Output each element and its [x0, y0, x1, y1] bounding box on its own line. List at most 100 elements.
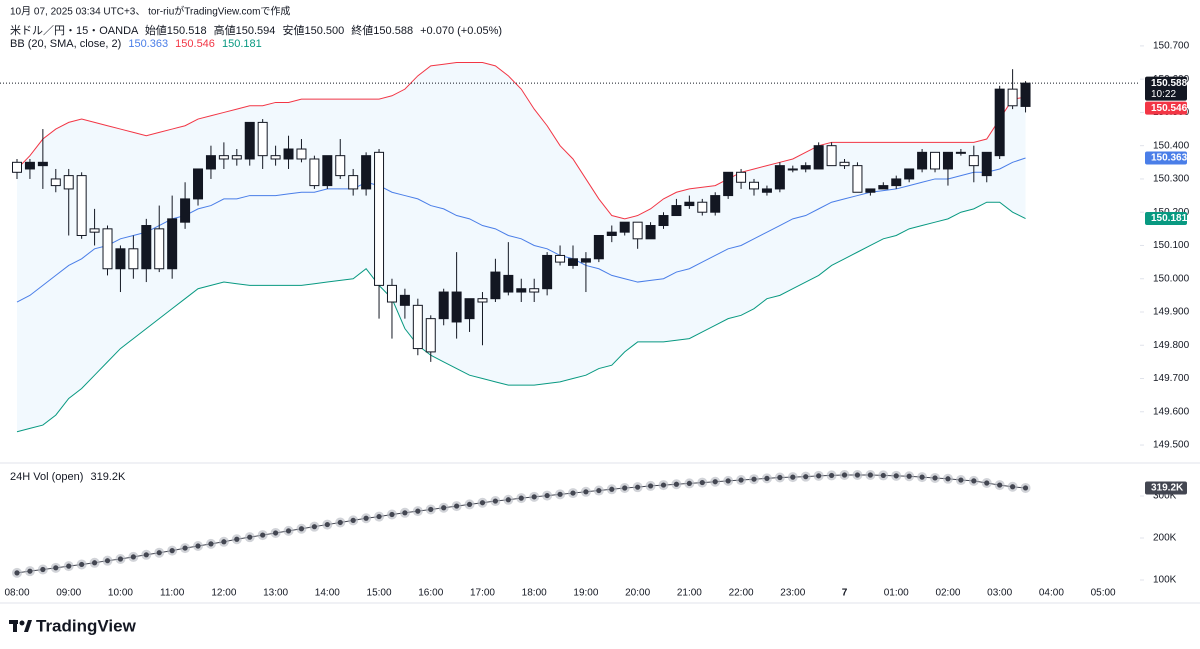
x-tick-label: 18:00	[522, 588, 547, 599]
candle-body	[244, 121, 255, 160]
x-tick-label: 21:00	[677, 588, 702, 599]
x-tick-label: 12:00	[211, 588, 236, 599]
x-tick-label: 01:00	[884, 588, 909, 599]
candle-body	[425, 318, 436, 353]
y-tick-label: 149.700	[1153, 373, 1190, 384]
candle-body	[800, 165, 811, 170]
candle-body	[580, 258, 591, 263]
volume-dot	[169, 548, 175, 554]
volume-dot	[1022, 485, 1029, 491]
candle-body	[787, 168, 798, 171]
x-tick-label: 19:00	[573, 588, 598, 599]
candle-body	[645, 225, 656, 240]
change-legend: +0.070 (+0.05%)	[420, 25, 502, 37]
volume-dot	[466, 501, 473, 508]
candle-body	[839, 161, 850, 167]
candle-body	[930, 151, 941, 170]
candle-body	[723, 171, 734, 197]
volume-dot	[324, 521, 330, 528]
price-box-label: 150.363	[1151, 153, 1188, 164]
candle-body	[555, 254, 566, 263]
candle-body	[865, 188, 876, 193]
candle-body	[981, 151, 992, 177]
x-tick-label: 04:00	[1039, 588, 1064, 599]
upper-value: 150.546	[175, 38, 215, 50]
candle-body	[878, 185, 889, 190]
candle-body	[335, 155, 346, 177]
candle-body	[399, 294, 410, 306]
volume-dot	[104, 558, 111, 564]
candle-body	[774, 165, 785, 190]
volume-dot	[415, 508, 421, 514]
volume-dot	[260, 532, 266, 538]
x-tick-label: 7	[842, 588, 848, 599]
candle-body	[593, 234, 604, 260]
brand: TradingView	[36, 616, 137, 635]
volume-dot	[725, 478, 731, 484]
band-line	[16, 62, 1026, 220]
candle-body	[697, 201, 708, 213]
candle-body	[348, 175, 359, 190]
price-box	[1145, 101, 1187, 115]
x-tick-label: 22:00	[729, 588, 754, 599]
candle-body	[102, 228, 113, 270]
candle-body	[994, 88, 1005, 157]
volume-dot	[273, 530, 279, 536]
candle-body	[503, 274, 514, 293]
volume-dot	[673, 481, 680, 487]
volume-dot	[376, 513, 382, 520]
volume-dot	[583, 489, 589, 495]
volume-dot	[712, 479, 718, 485]
candle-body	[141, 225, 152, 270]
volume-dot	[208, 541, 214, 547]
candle-body	[193, 168, 204, 200]
x-tick-label: 23:00	[780, 588, 805, 599]
volume-dot	[816, 473, 822, 479]
volume-dot	[686, 480, 692, 487]
candle-body	[283, 148, 294, 160]
x-tick-label: 10:00	[108, 588, 133, 599]
volume-dot	[27, 568, 33, 574]
x-tick-label: 03:00	[987, 588, 1012, 599]
volume-dot	[609, 486, 615, 492]
candle-body	[361, 155, 372, 190]
volume-dot	[570, 490, 576, 496]
candle-body	[296, 148, 307, 160]
volume-title: 24H Vol (open)	[10, 471, 83, 483]
volume-dot	[337, 519, 343, 526]
volume-dot	[402, 510, 408, 516]
candle-body	[942, 151, 953, 170]
x-tick-label: 09:00	[56, 588, 81, 599]
candle-body	[24, 161, 35, 170]
volume-dot	[363, 515, 369, 521]
volume-dot	[454, 503, 460, 509]
candle-body	[632, 221, 643, 240]
candle-body	[567, 258, 578, 266]
volume-dot	[79, 561, 85, 568]
volume-dot	[751, 476, 757, 482]
candle-body	[477, 298, 488, 303]
volume-dot	[91, 560, 98, 566]
volume-dot	[350, 517, 356, 523]
volume-dot	[389, 511, 395, 518]
volume-dot	[441, 505, 447, 511]
high-legend: 高値150.594	[214, 23, 276, 37]
candle-body	[671, 205, 682, 217]
candle-body	[749, 181, 760, 190]
candle-body	[76, 175, 87, 236]
countdown: 10:22	[1151, 89, 1176, 100]
volume-legend: 24H Vol (open) 319.2K	[10, 471, 126, 483]
candle-body	[231, 155, 242, 160]
candle-body	[180, 198, 191, 223]
candle-body	[658, 215, 669, 227]
volume-dot	[635, 484, 641, 490]
band-line	[16, 201, 1026, 433]
candle-body	[1020, 82, 1031, 107]
indicator-legend: BB (20, SMA, close, 2) 150.363 150.546 1…	[10, 38, 262, 50]
logo-part	[24, 620, 32, 632]
volume-dot	[622, 485, 628, 491]
volume-dot	[53, 565, 59, 571]
price-legend: 米ドル／円・15・OANDA 始値150.518 高値150.594 安値150…	[10, 23, 502, 37]
volume-dot	[647, 483, 654, 489]
indicator-name: BB (20, SMA, close, 2)	[10, 38, 121, 50]
